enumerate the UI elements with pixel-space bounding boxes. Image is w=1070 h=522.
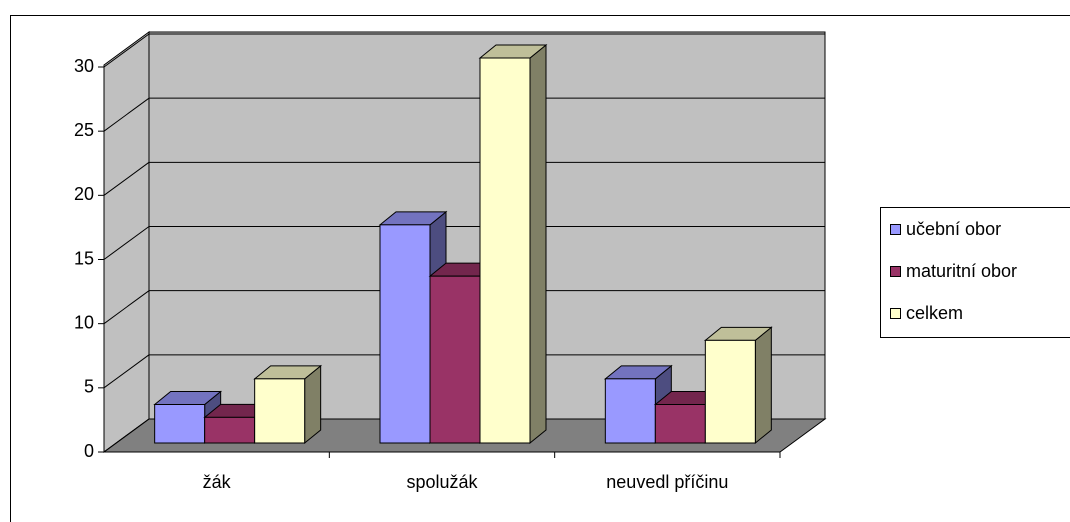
grid-line — [103, 354, 150, 389]
bar-side — [529, 43, 547, 445]
bar — [204, 416, 256, 444]
bar — [429, 275, 481, 444]
legend-swatch — [890, 266, 901, 277]
grid-line — [103, 226, 150, 260]
grid-line — [103, 161, 150, 196]
y-tick-label: 0 — [84, 441, 94, 461]
legend-label: celkem — [906, 303, 963, 323]
side-wall — [103, 31, 150, 453]
bar — [704, 339, 756, 444]
y-tick-label: 5 — [84, 377, 94, 397]
bar — [479, 57, 531, 444]
y-tick-label: 25 — [74, 120, 94, 140]
bar — [254, 378, 306, 444]
x-tick-label: žák — [203, 472, 232, 492]
legend-label: maturitní obor — [906, 261, 1017, 281]
legend-swatch — [890, 308, 901, 319]
y-tick-label: 30 — [74, 56, 94, 76]
y-tick-label: 10 — [74, 312, 94, 332]
bar-side — [754, 326, 772, 445]
grid-line — [103, 33, 150, 68]
y-tick-label: 20 — [74, 184, 94, 204]
grid-line — [103, 97, 150, 132]
legend-box — [880, 207, 1070, 338]
grid-line — [103, 290, 150, 325]
legend-label: učební obor — [906, 219, 1001, 239]
grid-line — [103, 418, 150, 453]
bar — [604, 378, 656, 444]
x-tick-label: spolužák — [406, 472, 478, 492]
bar — [379, 224, 431, 444]
x-tick-label: neuvedl příčinu — [606, 472, 728, 492]
bar — [654, 404, 706, 444]
y-tick-label: 15 — [74, 248, 94, 268]
bar — [154, 404, 206, 444]
legend-swatch — [890, 224, 901, 235]
